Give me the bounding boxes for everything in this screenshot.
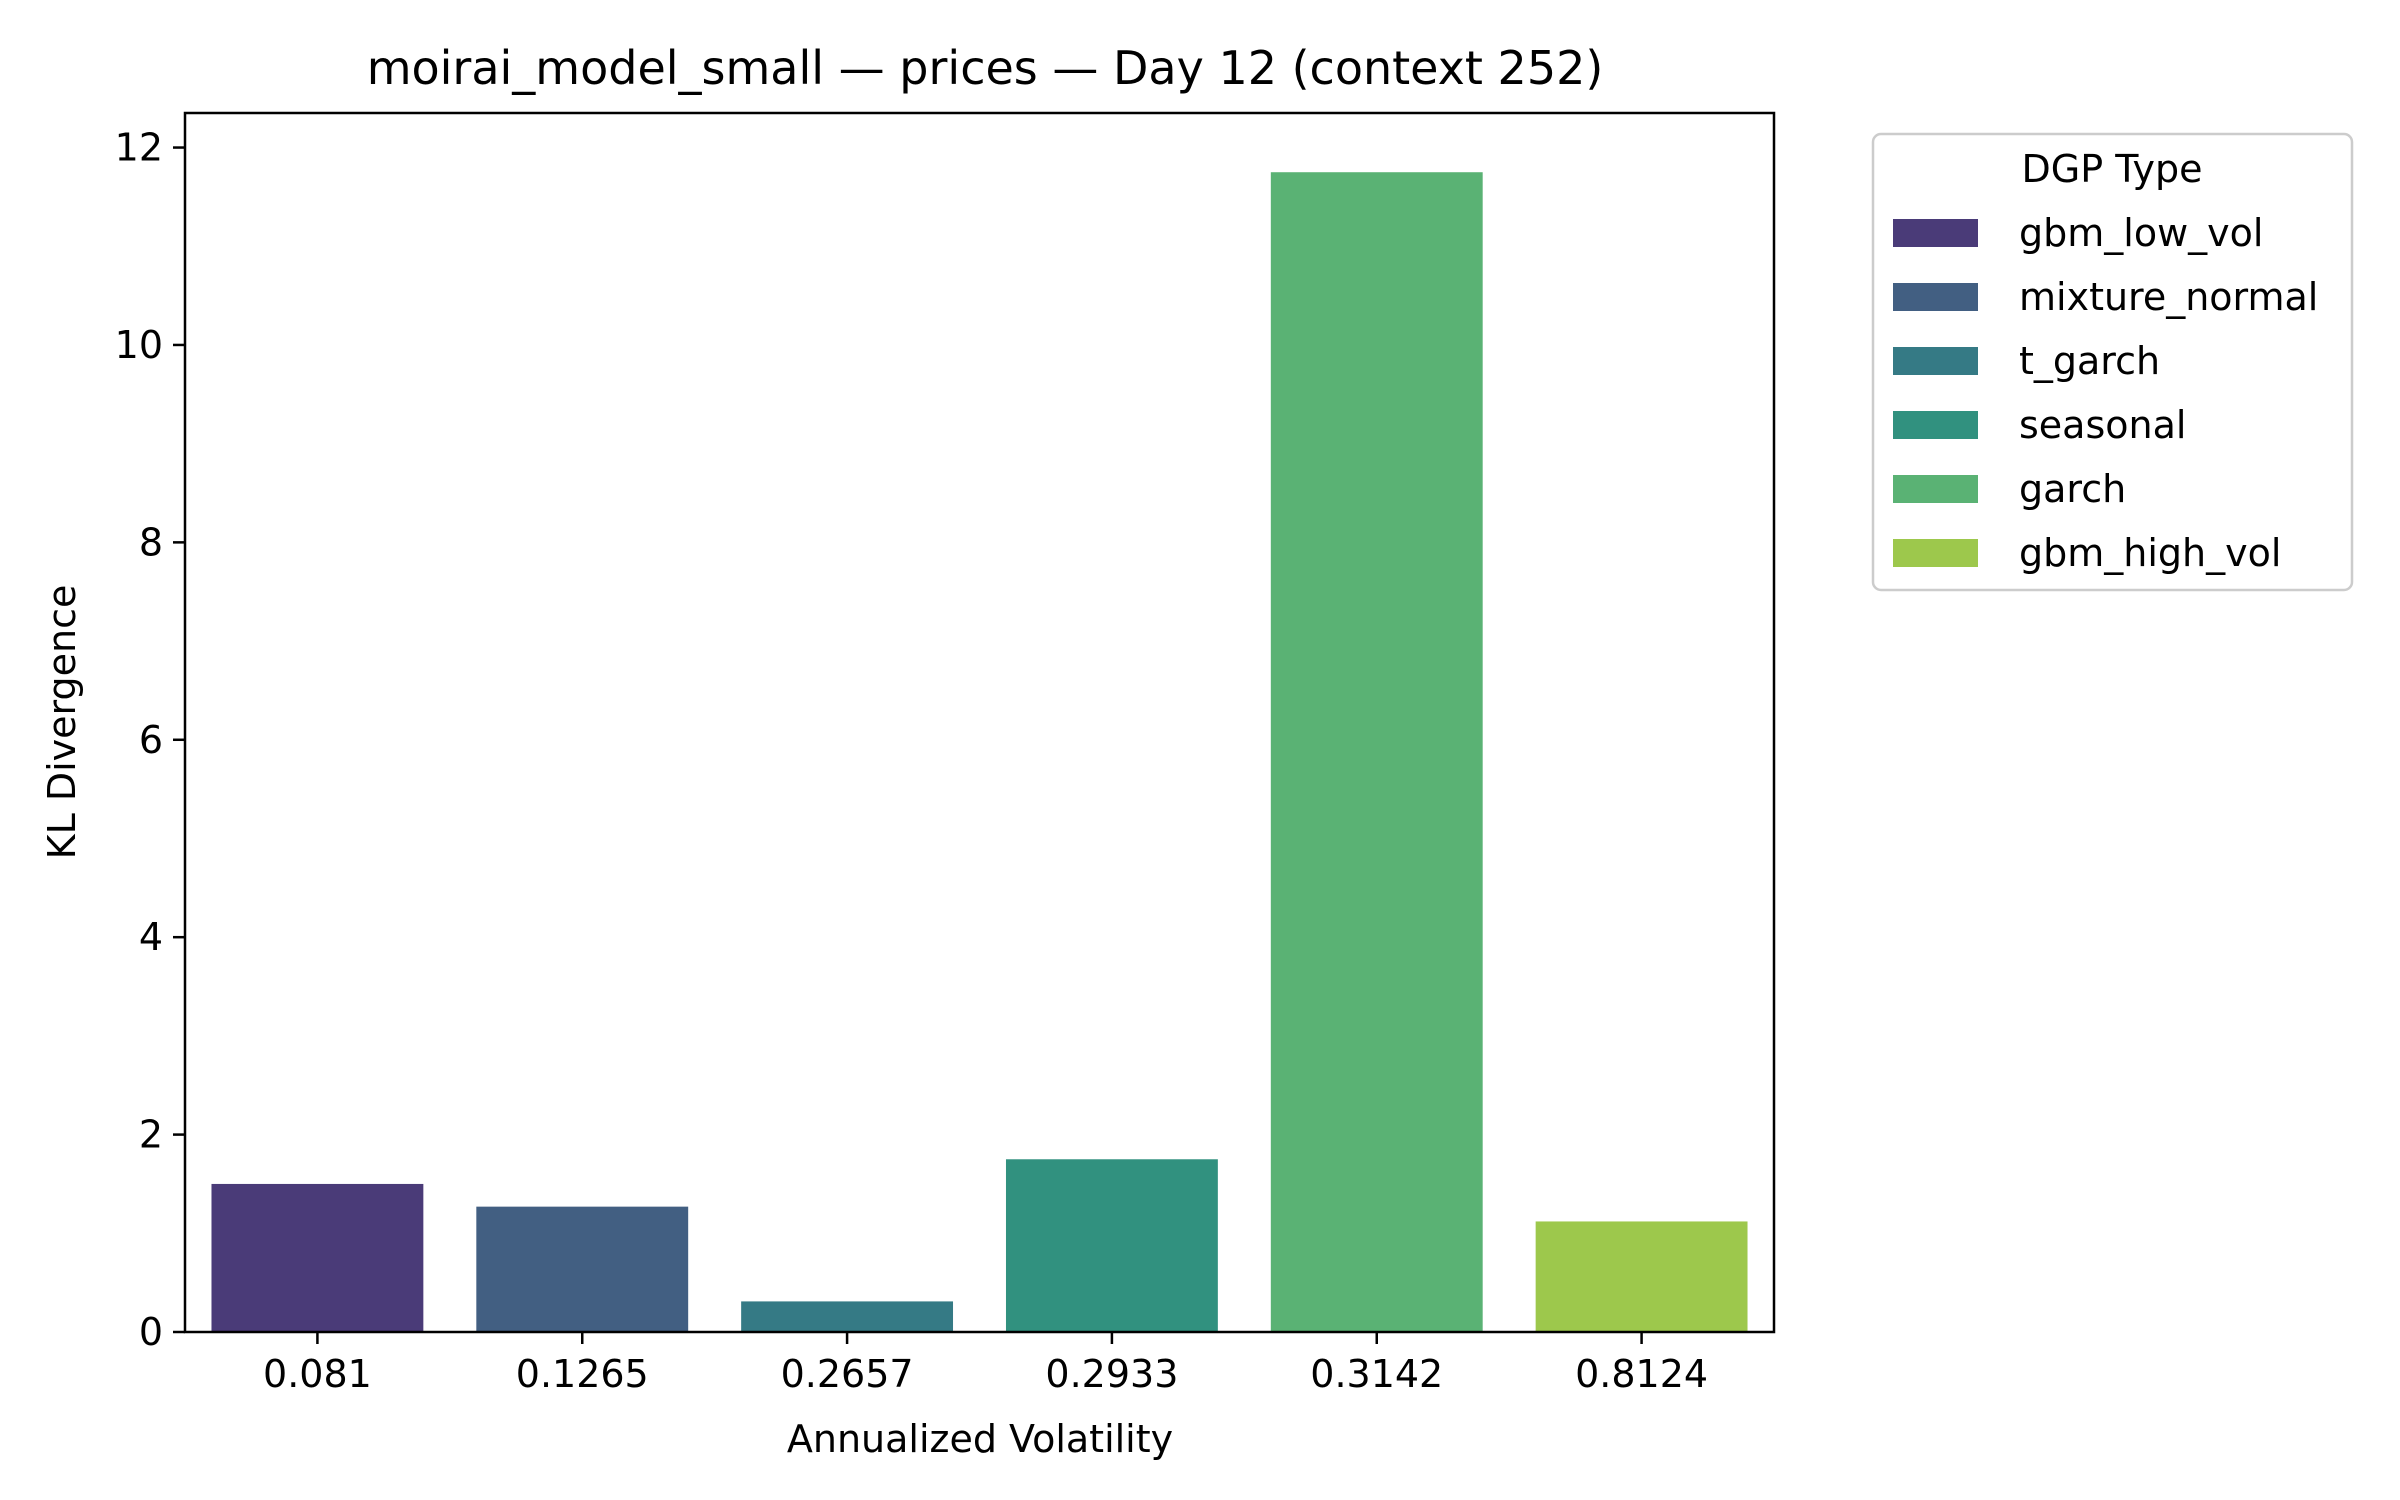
legend-label-gbm-low-vol: gbm_low_vol	[2019, 211, 2263, 255]
x-axis-label: Annualized Volatility	[787, 1417, 1173, 1461]
legend-title: DGP Type	[2022, 147, 2203, 191]
y-tick-label-8: 8	[139, 520, 163, 564]
legend-swatch-garch	[1893, 475, 1978, 503]
legend-label-seasonal: seasonal	[2019, 403, 2186, 447]
bar-t-garch	[741, 1301, 954, 1332]
x-tick-label-3: 0.2933	[1045, 1352, 1178, 1396]
legend-label-gbm-high-vol: gbm_high_vol	[2019, 531, 2281, 575]
x-tick-label-0: 0.081	[263, 1352, 372, 1396]
legend-items: gbm_low_vol mixture_normal t_garch seasonal…	[1893, 211, 2318, 575]
y-tick-label-6: 6	[139, 718, 163, 762]
legend-swatch-gbm-high-vol	[1893, 539, 1978, 567]
legend-label-mixture-normal: mixture_normal	[2019, 275, 2318, 319]
legend-swatch-mixture-normal	[1893, 283, 1978, 311]
legend-label-t-garch: t_garch	[2019, 339, 2160, 383]
legend-label-garch: garch	[2019, 467, 2126, 511]
y-tick-label-10: 10	[115, 323, 163, 367]
y-tick-label-2: 2	[139, 1113, 163, 1157]
bar-mixture-normal	[476, 1206, 689, 1332]
bar-gbm-low-vol	[211, 1183, 424, 1332]
legend-swatch-seasonal	[1893, 411, 1978, 439]
y-axis-label: KL Divergence	[40, 585, 84, 860]
plot-area	[211, 172, 1748, 1333]
chart-title: moirai_model_small — prices — Day 12 (co…	[367, 41, 1604, 95]
x-tick-label-2: 0.2657	[781, 1352, 914, 1396]
x-tick-label-1: 0.1265	[516, 1352, 649, 1396]
legend-frame	[1871, 132, 2354, 592]
x-axis: 0.081 0.1265 0.2657 0.2933 0.3142 0.8124	[263, 1332, 1708, 1396]
bar-garch	[1270, 172, 1483, 1333]
legend-swatch-gbm-low-vol	[1893, 219, 1978, 247]
legend-swatch-t-garch	[1893, 347, 1978, 375]
plot-frame	[183, 111, 1776, 1334]
y-tick-label-12: 12	[115, 126, 163, 170]
bar-seasonal	[1005, 1159, 1218, 1332]
x-tick-label-4: 0.3142	[1310, 1352, 1443, 1396]
y-axis: 0 2 4 6 8 10 12	[115, 126, 185, 1354]
x-tick-label-5: 0.8124	[1575, 1352, 1708, 1396]
legend: DGP Type gbm_low_vol mixture_normal t_garc…	[1871, 132, 2354, 592]
bar-gbm-high-vol	[1535, 1221, 1748, 1332]
y-tick-label-0: 0	[139, 1310, 163, 1354]
y-tick-label-4: 4	[139, 915, 163, 959]
